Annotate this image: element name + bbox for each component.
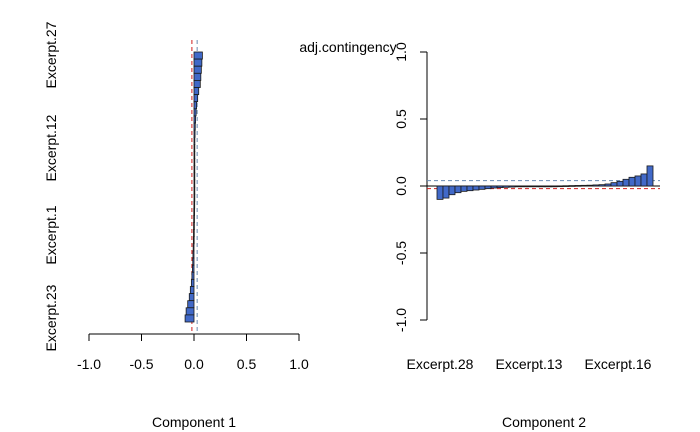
bar-1 <box>193 172 196 181</box>
x-tick-label-1: 0.5 <box>237 356 257 372</box>
bar-2 <box>496 185 504 189</box>
bar-2 <box>472 185 480 191</box>
bar-2 <box>550 185 558 188</box>
category-label-1: Excerpt.23 <box>43 284 59 351</box>
bar-2 <box>532 185 540 188</box>
bar-1 <box>193 87 200 96</box>
bar-1 <box>187 300 195 309</box>
y-tick-label-2: -0.5 <box>393 241 409 265</box>
bar-1 <box>192 264 195 273</box>
bar-1 <box>193 115 196 124</box>
bar-1 <box>185 307 195 316</box>
bar-1 <box>193 136 196 145</box>
bar-1 <box>193 200 196 209</box>
bar-1 <box>193 101 198 110</box>
category-label-1: Excerpt.27 <box>43 21 59 88</box>
panel-component-1: Component 1 -1.0 -0.5 0.0 0.5 1.0 Excerpt.27 E… <box>43 21 309 430</box>
bar-2 <box>538 185 546 188</box>
bar-1 <box>193 80 201 88</box>
bar-2 <box>448 185 456 196</box>
bar-1 <box>193 158 196 167</box>
y-tick-label-2: 1.0 <box>393 42 409 62</box>
bar-1 <box>193 108 197 117</box>
category-label-1: Excerpt.1 <box>43 205 59 264</box>
bar-1 <box>193 179 196 188</box>
bar-2 <box>490 185 498 189</box>
bar-2 <box>460 185 468 192</box>
bar-1 <box>193 207 195 216</box>
x-axis-label-1: Component 1 <box>152 414 236 430</box>
chart-title: adj.contingency <box>299 39 396 55</box>
bar-2 <box>502 185 510 188</box>
category-label-2: Excerpt.16 <box>585 356 652 372</box>
x-tick-label-1: -0.5 <box>129 356 153 372</box>
bar-2 <box>616 180 624 187</box>
bar-2 <box>478 185 486 190</box>
bar-2 <box>508 185 516 188</box>
bar-1 <box>188 293 195 302</box>
bar-1 <box>193 122 196 131</box>
bar-2 <box>586 184 594 187</box>
bar-1 <box>192 236 195 245</box>
y-tick-label-2: 0.0 <box>393 176 409 196</box>
bar-2 <box>466 185 474 192</box>
x-tick-label-1: 1.0 <box>289 356 309 372</box>
bar-2 <box>454 185 462 194</box>
bar-1 <box>192 250 195 259</box>
bar-1 <box>193 94 199 103</box>
bar-2 <box>544 185 552 188</box>
panel-component-2: Component 2 -1.0 -0.5 0.0 0.5 1.0 Excerpt.28 E… <box>393 42 660 430</box>
bar-2 <box>562 185 570 187</box>
bar-1 <box>191 271 195 280</box>
bar-1 <box>193 193 196 202</box>
bar-1 <box>193 129 196 138</box>
bar-2 <box>484 185 492 190</box>
x-tick-label-1: 0.0 <box>184 356 204 372</box>
bar-1 <box>193 186 196 195</box>
x-axis-label-2: Component 2 <box>502 414 586 430</box>
category-label-1: Excerpt.12 <box>43 114 59 181</box>
category-label-2: Excerpt.13 <box>496 356 563 372</box>
bar-2 <box>622 178 630 187</box>
bar-2 <box>526 185 534 188</box>
bar-2 <box>556 185 564 188</box>
bar-1 <box>193 215 195 223</box>
bar-2 <box>436 185 444 200</box>
bar-2 <box>640 173 648 187</box>
bar-2 <box>592 184 600 187</box>
bar-2 <box>442 185 450 199</box>
category-label-2: Excerpt.28 <box>407 356 474 372</box>
bar-2 <box>628 176 636 187</box>
bar-2 <box>646 165 654 187</box>
bar-1 <box>193 65 202 74</box>
y-tick-label-2: 0.5 <box>393 109 409 129</box>
bar-1 <box>193 51 203 60</box>
bar-1 <box>190 278 195 287</box>
bar-2 <box>514 185 522 188</box>
bar-1 <box>184 314 195 323</box>
bar-2 <box>634 175 642 187</box>
bar-1 <box>189 286 195 294</box>
bar-2 <box>604 183 612 187</box>
bar-2 <box>610 182 618 187</box>
bar-2 <box>574 185 582 187</box>
bar-2 <box>568 185 576 187</box>
x-tick-label-1: -1.0 <box>77 356 101 372</box>
bar-2 <box>580 184 588 187</box>
bar-1 <box>193 222 195 231</box>
bar-1 <box>192 257 195 266</box>
bar-2 <box>520 185 528 188</box>
bar-1 <box>193 151 196 159</box>
y-tick-label-2: -1.0 <box>393 308 409 332</box>
bar-1 <box>193 165 196 174</box>
bar-1 <box>193 72 202 81</box>
bar-1 <box>192 243 195 252</box>
bar-1 <box>193 58 203 67</box>
bar-1 <box>193 143 196 152</box>
bar-1 <box>193 229 195 238</box>
bar-2 <box>598 184 606 187</box>
